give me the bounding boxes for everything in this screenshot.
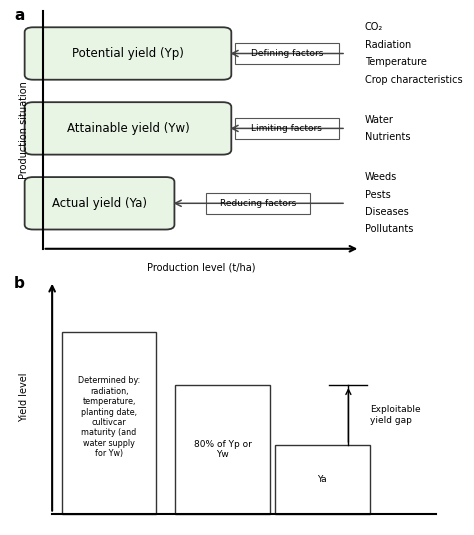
Text: Limiting factors: Limiting factors: [251, 124, 322, 133]
Text: Actual yield (Ya): Actual yield (Ya): [52, 197, 147, 210]
Text: Attainable yield (Yw): Attainable yield (Yw): [67, 122, 189, 135]
FancyBboxPatch shape: [25, 102, 231, 155]
Text: 80% of Yp or
Yw: 80% of Yp or Yw: [194, 440, 252, 459]
Bar: [235, 118, 339, 139]
Text: Weeds: Weeds: [365, 172, 397, 182]
Text: Exploitable
yield gap: Exploitable yield gap: [370, 406, 420, 425]
Text: Defining factors: Defining factors: [251, 49, 323, 58]
Text: Radiation: Radiation: [365, 40, 411, 50]
Text: Diseases: Diseases: [365, 207, 409, 217]
Text: Crop characteristics: Crop characteristics: [365, 74, 463, 85]
Text: Pests: Pests: [365, 189, 391, 200]
Text: Pollutants: Pollutants: [365, 224, 413, 234]
Text: Determined by:
radiation,
temperature,
planting date,
cultivcar
maturity (and
wa: Determined by: radiation, temperature, p…: [78, 376, 140, 458]
Text: Reducing factors: Reducing factors: [220, 199, 296, 208]
FancyBboxPatch shape: [25, 177, 174, 230]
Bar: [235, 43, 339, 64]
Text: Yield level: Yield level: [18, 372, 29, 422]
Text: b: b: [14, 276, 25, 291]
FancyBboxPatch shape: [25, 27, 231, 80]
Text: Production level (t/ha): Production level (t/ha): [147, 262, 255, 272]
Bar: [62, 332, 156, 514]
Text: a: a: [14, 8, 25, 23]
Text: Nutrients: Nutrients: [365, 132, 410, 142]
Text: Production situation: Production situation: [18, 81, 29, 179]
Bar: [175, 385, 270, 514]
Text: Ya: Ya: [318, 475, 327, 484]
Bar: [275, 445, 370, 514]
Text: Water: Water: [365, 114, 394, 125]
Bar: [206, 193, 310, 214]
Text: Temperature: Temperature: [365, 57, 427, 67]
Text: Potential yield (Yp): Potential yield (Yp): [72, 47, 184, 60]
Text: CO₂: CO₂: [365, 22, 383, 33]
